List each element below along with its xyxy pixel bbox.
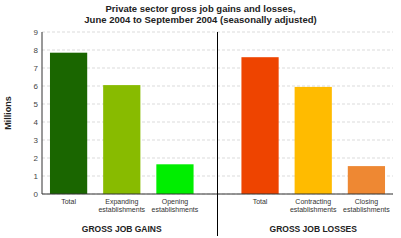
y-tick-label: 0 [34, 190, 39, 199]
bar [348, 166, 385, 194]
bar [50, 53, 87, 194]
x-tick-label: Total [61, 198, 76, 205]
y-axis [42, 32, 43, 194]
x-tick-label: Openingestablishments [152, 198, 199, 213]
bar [156, 164, 193, 194]
y-tick-label: 9 [34, 28, 39, 37]
chart-container: Private sector gross job gains and losse… [0, 0, 401, 238]
y-tick-label: 5 [34, 100, 39, 109]
y-tick-label: 3 [34, 136, 39, 145]
group-divider [217, 32, 218, 236]
bar [295, 87, 332, 194]
y-tick-label: 4 [34, 118, 39, 127]
y-tick-label: 2 [34, 154, 39, 163]
x-tick-label: Contractingestablishments [290, 198, 337, 213]
y-tick-label: 1 [34, 172, 39, 181]
y-tick-label: 7 [34, 64, 39, 73]
chart: Private sector gross job gains and losse… [0, 0, 401, 238]
group-label: GROSS JOB LOSSES [270, 224, 358, 234]
group-label: GROSS JOB GAINS [82, 224, 162, 234]
title: Private sector gross job gains and losse… [84, 3, 316, 25]
x-tick-label: Total [253, 198, 268, 205]
bar [241, 57, 278, 194]
y-tick-label: 6 [34, 82, 39, 91]
bar [103, 85, 140, 194]
y-tick-label: 8 [34, 46, 39, 55]
y-axis-label: Millions [3, 96, 13, 130]
x-tick-label: Expandingestablishments [98, 198, 145, 213]
x-tick-label: Closingestablishments [343, 198, 390, 213]
